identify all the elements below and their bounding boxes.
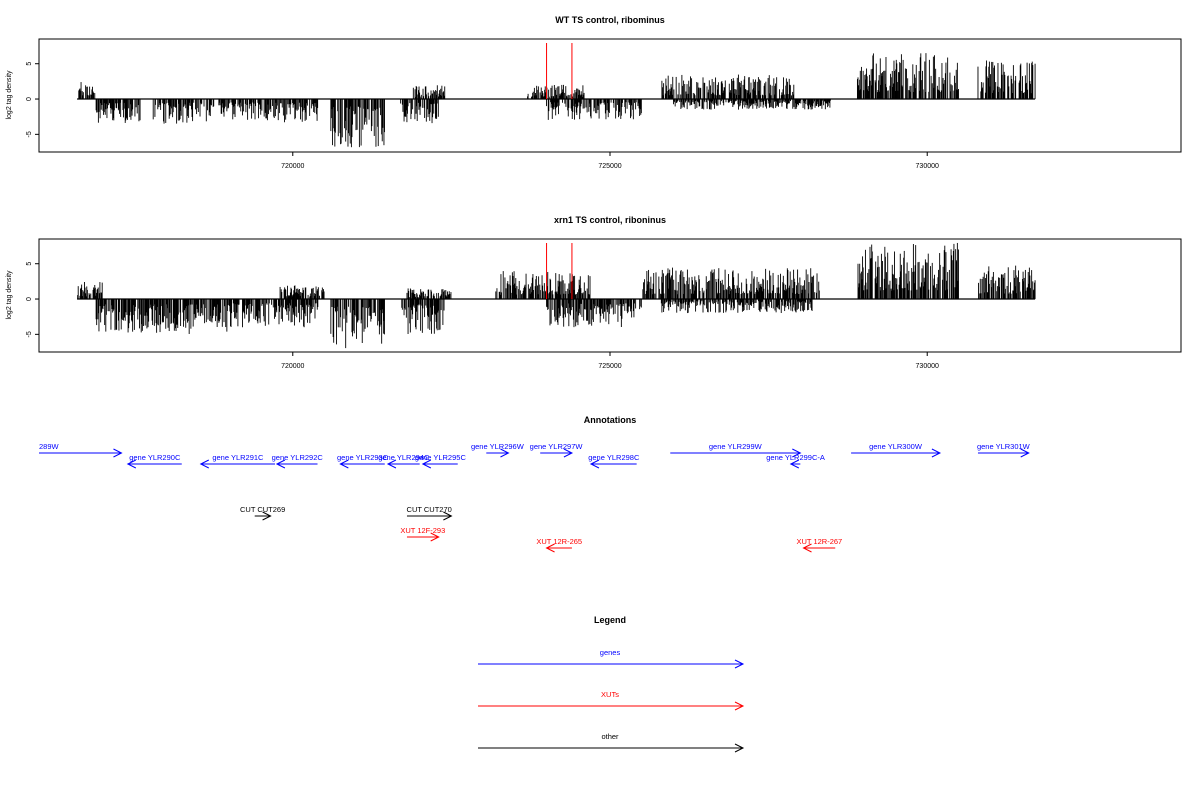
annotation-feature: CUT CUT270: [406, 505, 453, 521]
annotation-feature: gene YLR290C: [126, 453, 182, 469]
feature-arrow: [478, 743, 745, 753]
feature-label: gene YLR291C: [212, 453, 264, 462]
feature-arrow: [545, 543, 572, 553]
y-tick-label: 5: [26, 62, 33, 66]
annotation-feature: gene YLR298C: [588, 453, 640, 469]
feature-label: CUT CUT270: [407, 505, 452, 514]
annotation-feature: gene YLR295C: [415, 453, 467, 469]
feature-label: XUT 12R-265: [536, 537, 582, 546]
legend-item: XUTs: [478, 690, 745, 711]
annotations-title: Annotations: [584, 415, 637, 425]
y-axis-label: log2 tag density: [6, 70, 13, 120]
legend-label: XUTs: [601, 690, 619, 699]
feature-label: gene YLR294C: [378, 453, 430, 462]
annotation-feature: gene YLR299W: [670, 442, 802, 458]
x-tick-label: 730000: [916, 163, 939, 170]
feature-arrow: [802, 543, 836, 553]
feature-label: CUT CUT269: [240, 505, 285, 514]
feature-label: gene YLR293C: [337, 453, 389, 462]
y-tick-label: 0: [26, 297, 33, 301]
coverage-bars: [77, 242, 1036, 349]
feature-label: gene YLR290C: [129, 453, 181, 462]
feature-arrow: [478, 659, 745, 669]
annotation-feature: 289W: [39, 442, 123, 458]
feature-label: gene YLR300W: [869, 442, 923, 451]
annotation-feature: gene YLR296W: [471, 442, 525, 458]
y-axis: -5 0 5: [26, 62, 39, 137]
annotation-feature: gene YLR301W: [977, 442, 1031, 458]
annotation-feature: gene YLR297W: [530, 442, 584, 458]
panel-title: WT TS control, ribominus: [555, 15, 665, 25]
feature-label: gene YLR299W: [709, 442, 763, 451]
feature-arrow: [199, 459, 276, 469]
feature-arrow: [478, 701, 745, 711]
annotation-features: 289W gene YLR290C gene YLR291C gene YLR292C…: [39, 442, 1031, 553]
y-tick-label: 5: [26, 262, 33, 266]
wt-coverage-panel: WT TS control, ribominus log2 tag densit…: [6, 15, 1182, 170]
feature-arrow: [406, 532, 440, 542]
x-tick-label: 720000: [281, 163, 304, 170]
x-tick-label: 730000: [916, 363, 939, 370]
y-tick-label: -5: [26, 331, 33, 337]
annotations-track: Annotations 289W gene YLR290C gene YLR291C…: [39, 415, 1031, 553]
feature-arrow: [339, 459, 385, 469]
y-tick-label: 0: [26, 97, 33, 101]
feature-arrow: [126, 459, 182, 469]
coverage-bars: [77, 43, 1036, 148]
feature-arrow: [977, 448, 1030, 458]
feature-arrow: [421, 459, 458, 469]
feature-label: gene YLR298C: [588, 453, 640, 462]
annotation-feature: gene YLR291C: [199, 453, 276, 469]
feature-arrow: [275, 459, 318, 469]
annotation-feature: gene YLR300W: [851, 442, 942, 458]
feature-arrow: [386, 459, 420, 469]
x-axis: 720000 725000 730000: [281, 152, 939, 170]
annotation-feature: gene YLR292C: [272, 453, 324, 469]
legend-item: other: [478, 732, 745, 753]
y-tick-label: -5: [26, 131, 33, 137]
annotation-feature: XUT 12R-267: [797, 537, 843, 553]
feature-arrow: [540, 448, 574, 458]
x-axis: 720000 725000 730000: [281, 352, 939, 370]
feature-arrow: [39, 448, 123, 458]
legend-item: genes: [478, 648, 745, 669]
feature-label: gene YLR299C-A: [766, 453, 825, 462]
annotation-feature: XUT 12F-293: [400, 526, 445, 542]
x-tick-label: 725000: [598, 163, 621, 170]
feature-arrow: [789, 459, 801, 469]
legend-title: Legend: [594, 615, 626, 625]
legend-label: other: [601, 732, 619, 741]
panel-title: xrn1 TS control, riboninus: [554, 215, 666, 225]
feature-label: gene YLR295C: [415, 453, 467, 462]
feature-label: gene YLR296W: [471, 442, 525, 451]
annotation-feature: XUT 12R-265: [536, 537, 582, 553]
plot-frame: [38, 38, 1182, 153]
annotation-feature: gene YLR299C-A: [766, 453, 825, 469]
feature-arrow: [589, 459, 637, 469]
feature-arrow: [851, 448, 942, 458]
feature-label: 289W: [39, 442, 60, 451]
y-axis-label: log2 tag density: [6, 270, 13, 320]
feature-arrow: [254, 511, 272, 521]
feature-label: gene YLR292C: [272, 453, 324, 462]
x-tick-label: 720000: [281, 363, 304, 370]
feature-arrow: [486, 448, 510, 458]
legend-label: genes: [600, 648, 621, 657]
legend: Legend genes XUTs other: [478, 615, 745, 753]
annotation-feature: gene YLR294C: [378, 453, 430, 469]
feature-label: gene YLR301W: [977, 442, 1031, 451]
annotation-feature: gene YLR293C: [337, 453, 389, 469]
feature-arrow: [406, 511, 453, 521]
legend-items: genes XUTs other: [478, 648, 745, 753]
feature-label: XUT 12F-293: [400, 526, 445, 535]
feature-label: gene YLR297W: [530, 442, 584, 451]
xrn1-coverage-panel: xrn1 TS control, riboninus log2 tag dens…: [6, 215, 1182, 370]
annotation-feature: CUT CUT269: [240, 505, 285, 521]
y-axis: -5 0 5: [26, 262, 39, 337]
feature-label: XUT 12R-267: [797, 537, 843, 546]
x-tick-label: 725000: [598, 363, 621, 370]
feature-arrow: [670, 448, 802, 458]
